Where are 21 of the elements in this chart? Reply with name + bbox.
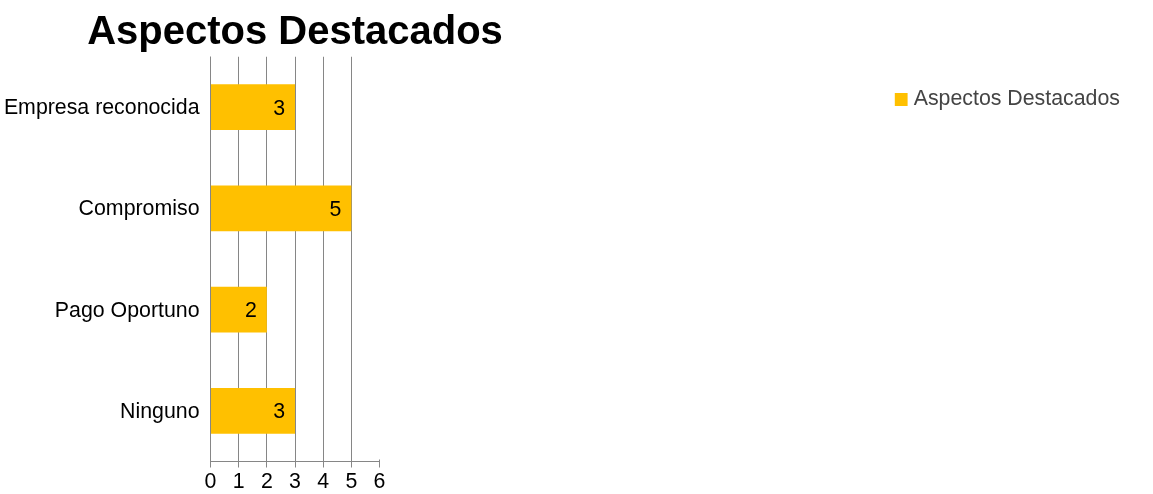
x-tick-label: 1 — [232, 468, 245, 493]
y-tick-label: Compromiso — [78, 196, 200, 221]
x-tick-label: 0 — [204, 468, 217, 493]
bar — [210, 84, 295, 130]
x-tick-label: 2 — [260, 468, 273, 493]
legend-label: Aspectos Destacados — [913, 86, 1120, 111]
bar — [210, 185, 352, 232]
chart-title: Aspectos Destacados — [87, 7, 503, 52]
data-label: 5 — [329, 196, 342, 221]
data-label: 2 — [244, 298, 257, 323]
x-tick-label: 5 — [345, 468, 358, 493]
x-tick-label: 6 — [373, 468, 386, 493]
bar — [210, 286, 267, 333]
data-label: 3 — [273, 399, 286, 424]
y-tick-label: Ninguno — [120, 398, 200, 423]
y-tick-label: Empresa reconocida — [3, 95, 200, 120]
x-tick-label: 3 — [289, 468, 301, 493]
y-tick-label: Pago Oportuno — [54, 297, 200, 322]
x-tick-label: 4 — [317, 468, 330, 493]
bar — [210, 388, 295, 434]
data-label: 3 — [273, 95, 286, 120]
